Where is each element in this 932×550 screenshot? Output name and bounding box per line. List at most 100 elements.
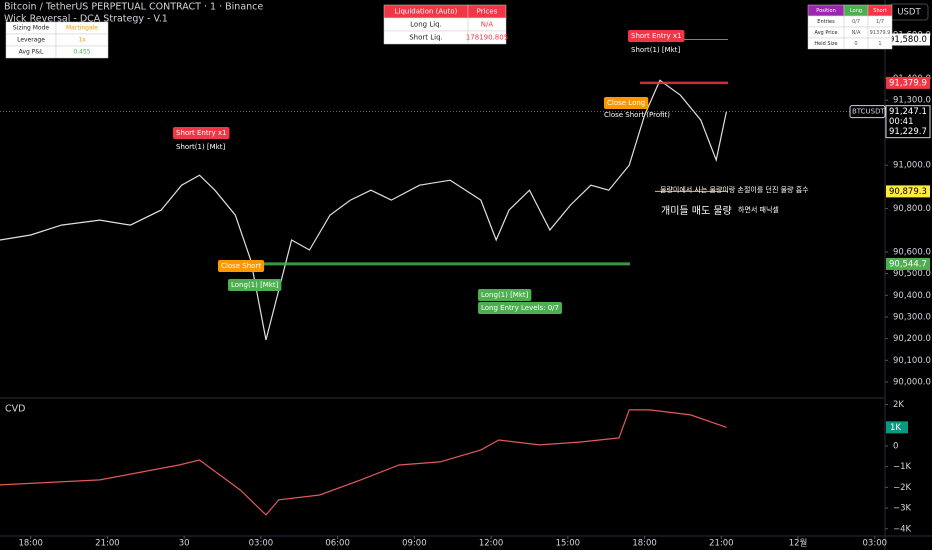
x-tick-label: 30 <box>179 539 190 549</box>
last-price-box <box>885 105 931 139</box>
table-text: 1 <box>878 41 881 47</box>
annotation: Close Long <box>607 99 645 107</box>
y-tick-label: −4K <box>893 524 912 534</box>
y-tick-label: 90,000.0 <box>893 377 931 387</box>
annotation-box <box>173 127 230 139</box>
table-cell <box>867 37 893 50</box>
table-text: Leverage <box>17 37 45 44</box>
table-text: 0.455 <box>73 49 90 56</box>
table-text: Martingale <box>66 25 98 32</box>
y-tick-label: 2K <box>893 400 904 410</box>
annotation: Long(1) [Mkt] <box>481 291 529 299</box>
annotation: 하면서 패닉셀 <box>738 205 779 214</box>
currency-label[interactable]: USDT <box>897 8 921 18</box>
price-label-box <box>886 33 930 46</box>
table-text: Held Size <box>814 41 837 47</box>
annotation: Close Short (Profit) <box>604 111 670 119</box>
x-tick-label: 21:00 <box>709 539 734 549</box>
last-value-box <box>886 421 908 434</box>
x-tick-label: 15:00 <box>556 539 581 549</box>
price-label-box <box>886 257 930 270</box>
y-tick-label: −3K <box>893 504 912 514</box>
table-header-text: Prices <box>477 8 498 16</box>
x-tick-label: 03:00 <box>863 539 888 549</box>
y-tick-label: 90,800.0 <box>893 204 931 214</box>
price-label: 90,544.7 <box>889 259 927 269</box>
annotation: Long Entry Levels: 0/7 <box>481 304 559 312</box>
annotation: Long(1) [Mkt] <box>231 281 279 289</box>
close-price: 91,229.7 <box>889 127 927 137</box>
y-tick-label: 90,400.0 <box>893 291 931 301</box>
annotation: Short Entry x1 <box>176 129 226 137</box>
y-tick-label: −1K <box>893 462 912 472</box>
table-text: Avg Price <box>814 30 837 36</box>
y-tick-label: 90,100.0 <box>893 356 931 366</box>
price-label-box <box>886 76 930 89</box>
symbol-tag-box <box>849 105 886 119</box>
table-text: N/A <box>852 30 861 36</box>
table-text: Long Liq. <box>410 21 442 29</box>
x-tick-label: 06:00 <box>325 539 350 549</box>
x-tick-label: 21:00 <box>95 539 120 549</box>
y-tick-label: 90,600.0 <box>893 247 931 257</box>
symbol-tag: BTCUSDT.P <box>852 108 890 116</box>
x-tick-label: 12:00 <box>479 539 504 549</box>
annotation: Short Entry x1 <box>631 32 681 40</box>
series-line <box>0 79 727 341</box>
x-tick-label: 18:00 <box>632 539 657 549</box>
price-label: 91,580.0 <box>889 35 927 45</box>
table-header-text: Long <box>850 8 862 14</box>
table-text: Short Liq. <box>409 34 443 42</box>
table-header-text: Short <box>873 8 886 14</box>
table-header-text: Position <box>816 8 835 14</box>
pane-title: CVD <box>5 404 25 415</box>
table-text: 1/7 <box>876 19 884 25</box>
y-tick-label: 90,200.0 <box>893 334 931 344</box>
y-tick-label: −2K <box>893 483 912 493</box>
price-label: 90,879.3 <box>889 187 927 197</box>
annotation-box <box>228 279 282 291</box>
price-label: 91,379.9 <box>889 78 927 88</box>
y-tick-label: 90,500.0 <box>893 269 931 279</box>
last-value-label: 1K <box>890 423 901 433</box>
price-label-box <box>886 185 930 198</box>
table-header-text: Liquidation (Auto) <box>395 8 458 16</box>
table-text: 91379.9 <box>870 30 891 36</box>
annotation: Close Short <box>221 262 261 270</box>
bar-countdown: 00:41 <box>889 117 914 127</box>
y-tick-label: 0 <box>893 441 898 451</box>
annotation: Short(1) [Mkt] <box>631 46 680 54</box>
table-cell <box>467 30 507 45</box>
annotation-box <box>218 260 265 272</box>
annotation: Short(1) [Mkt] <box>176 143 225 151</box>
table-text: 0 <box>854 41 857 47</box>
table-text: Entries <box>817 19 835 25</box>
last-price: 91,247.1 <box>889 107 927 117</box>
annotation-box <box>604 97 649 109</box>
table-cell <box>55 45 109 59</box>
table-text: 1x <box>78 37 86 44</box>
table-text: 0/7 <box>852 19 860 25</box>
annotation-box <box>628 30 685 42</box>
symbol-title: Bitcoin / TetherUS PERPETUAL CONTRACT · … <box>4 2 263 13</box>
annotation: 물량이에서 사는 물량이랑 손절이를 던진 물량 흡수 <box>660 185 809 194</box>
y-tick-label: 91,300.0 <box>893 96 931 106</box>
series-line <box>0 409 727 516</box>
annotation: 개미들 매도 물량 <box>661 205 732 217</box>
x-tick-label: 12월 <box>789 538 808 549</box>
y-tick-label: 91,000.0 <box>893 161 931 171</box>
table-text: N/A <box>481 21 494 29</box>
y-tick-label: 90,300.0 <box>893 312 931 322</box>
x-tick-label: 09:00 <box>402 539 427 549</box>
annotation-box <box>478 289 532 301</box>
strategy-title: Wick Reversal - DCA Strategy - V.1 <box>4 14 168 25</box>
x-tick-label: 03:00 <box>249 539 274 549</box>
annotation-box <box>478 302 562 314</box>
table-text: Sizing Mode <box>13 25 49 32</box>
table-text: 178190.805 <box>466 34 508 42</box>
table-text: Avg P&L <box>19 49 44 56</box>
x-tick-label: 18:00 <box>18 539 43 549</box>
